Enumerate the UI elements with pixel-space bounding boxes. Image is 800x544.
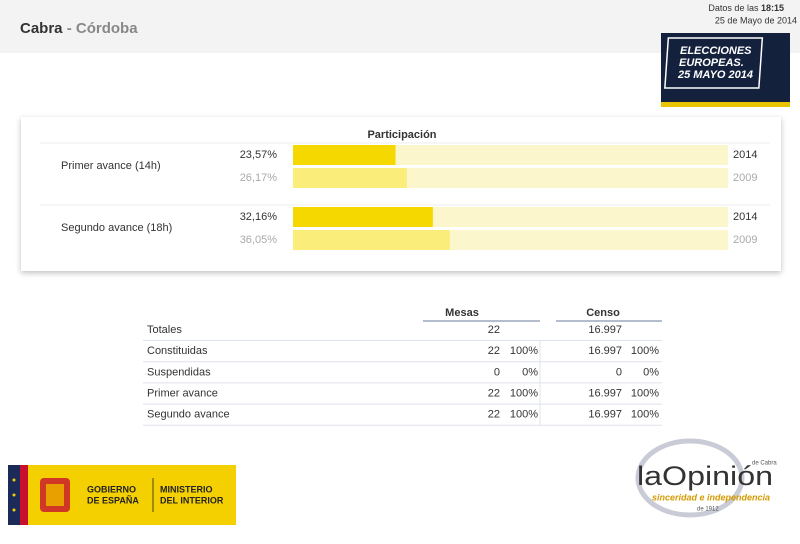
bar xyxy=(293,145,396,165)
newspaper-edition: de Cabra xyxy=(752,461,777,467)
series-label: 2009 xyxy=(733,234,757,246)
header-title: Cabra - Córdoba xyxy=(20,20,138,37)
newspaper-since: de 1912 xyxy=(697,507,719,513)
table-cell: 16.997 xyxy=(588,388,622,400)
flag-strip xyxy=(20,465,28,525)
star xyxy=(12,478,16,482)
table-cell: Constituidas xyxy=(147,345,208,357)
table-cell: 100% xyxy=(510,345,538,357)
value-label: 36,05% xyxy=(240,234,278,246)
column-header: Mesas xyxy=(445,307,479,319)
table-cell: 0 xyxy=(494,366,500,378)
badge-line: 25 MAYO 2014 xyxy=(677,69,753,81)
table-cell: Segundo avance xyxy=(147,409,230,421)
table-cell: 100% xyxy=(510,409,538,421)
logo-text: DE ESPAÑA xyxy=(87,495,139,505)
table-cell: 16.997 xyxy=(588,409,622,421)
table: Mesas Censo Totales 22 16.997 Constituidas 22 1… xyxy=(143,307,662,426)
bar xyxy=(293,207,433,227)
chart-title: Participación xyxy=(367,129,436,141)
participation-chart: Primer avance (14h) 23,57% 2014 26,17% 2009 S… xyxy=(40,142,770,250)
star xyxy=(12,493,16,497)
logo-text: DEL INTERIOR xyxy=(160,495,224,505)
time: 18:15 xyxy=(761,3,784,13)
table-cell: 16.997 xyxy=(588,345,622,357)
separator: - xyxy=(67,20,72,37)
value-label: 23,57% xyxy=(240,149,278,161)
badge xyxy=(661,33,790,107)
category-label: Primer avance (14h) xyxy=(61,160,161,172)
bar xyxy=(293,168,407,188)
town: Cabra xyxy=(20,20,63,37)
series-label: 2009 xyxy=(733,172,757,184)
newspaper-logo: laOpinión de Cabra sinceridad e independ… xyxy=(635,438,777,518)
logo-text: GOBIERNO xyxy=(87,484,136,494)
series-label: 2014 xyxy=(733,211,757,223)
star xyxy=(12,508,16,512)
newspaper-name: laOpinión xyxy=(637,461,773,491)
newspaper-tagline: sinceridad e independencia xyxy=(652,492,770,502)
badge-line: EUROPEAS. xyxy=(679,57,744,69)
value-label: 32,16% xyxy=(240,211,278,223)
table-cell: 0% xyxy=(643,366,659,378)
table-cell: 22 xyxy=(488,388,500,400)
province: Córdoba xyxy=(76,20,138,37)
timestamp: Datos de las 18:15 xyxy=(708,3,784,13)
badge-frame xyxy=(664,37,764,89)
logo-ring xyxy=(635,438,745,518)
table-cell: Suspendidas xyxy=(147,366,211,378)
coat-of-arms-inner xyxy=(46,484,64,506)
table-cell: 0% xyxy=(522,366,538,378)
bar-track xyxy=(293,145,728,165)
category-label: Segundo avance (18h) xyxy=(61,222,172,234)
table-cell: 100% xyxy=(631,345,659,357)
table-cell: 16.997 xyxy=(588,324,622,336)
table-cell: 22 xyxy=(488,324,500,336)
timestamp-prefix: Datos de las xyxy=(708,3,759,13)
logo-text: MINISTERIO xyxy=(160,484,213,494)
government-logo: GOBIERNO DE ESPAÑA MINISTERIO DEL INTERI… xyxy=(8,465,236,525)
table-cell: 100% xyxy=(510,388,538,400)
table-cell: 22 xyxy=(488,409,500,421)
table-cell: 100% xyxy=(631,409,659,421)
badge-stripe xyxy=(661,102,790,107)
series-label: 2014 xyxy=(733,149,757,161)
table-cell: 0 xyxy=(616,366,622,378)
table-cell: Totales xyxy=(147,324,182,336)
value-label: 26,17% xyxy=(240,172,278,184)
badge-line: ELECCIONES xyxy=(680,45,752,57)
bar xyxy=(293,230,450,250)
table-cell: 100% xyxy=(631,388,659,400)
table-cell: 22 xyxy=(488,345,500,357)
date: 25 de Mayo de 2014 xyxy=(715,15,797,25)
column-header: Censo xyxy=(586,307,620,319)
table-cell: Primer avance xyxy=(147,388,218,400)
